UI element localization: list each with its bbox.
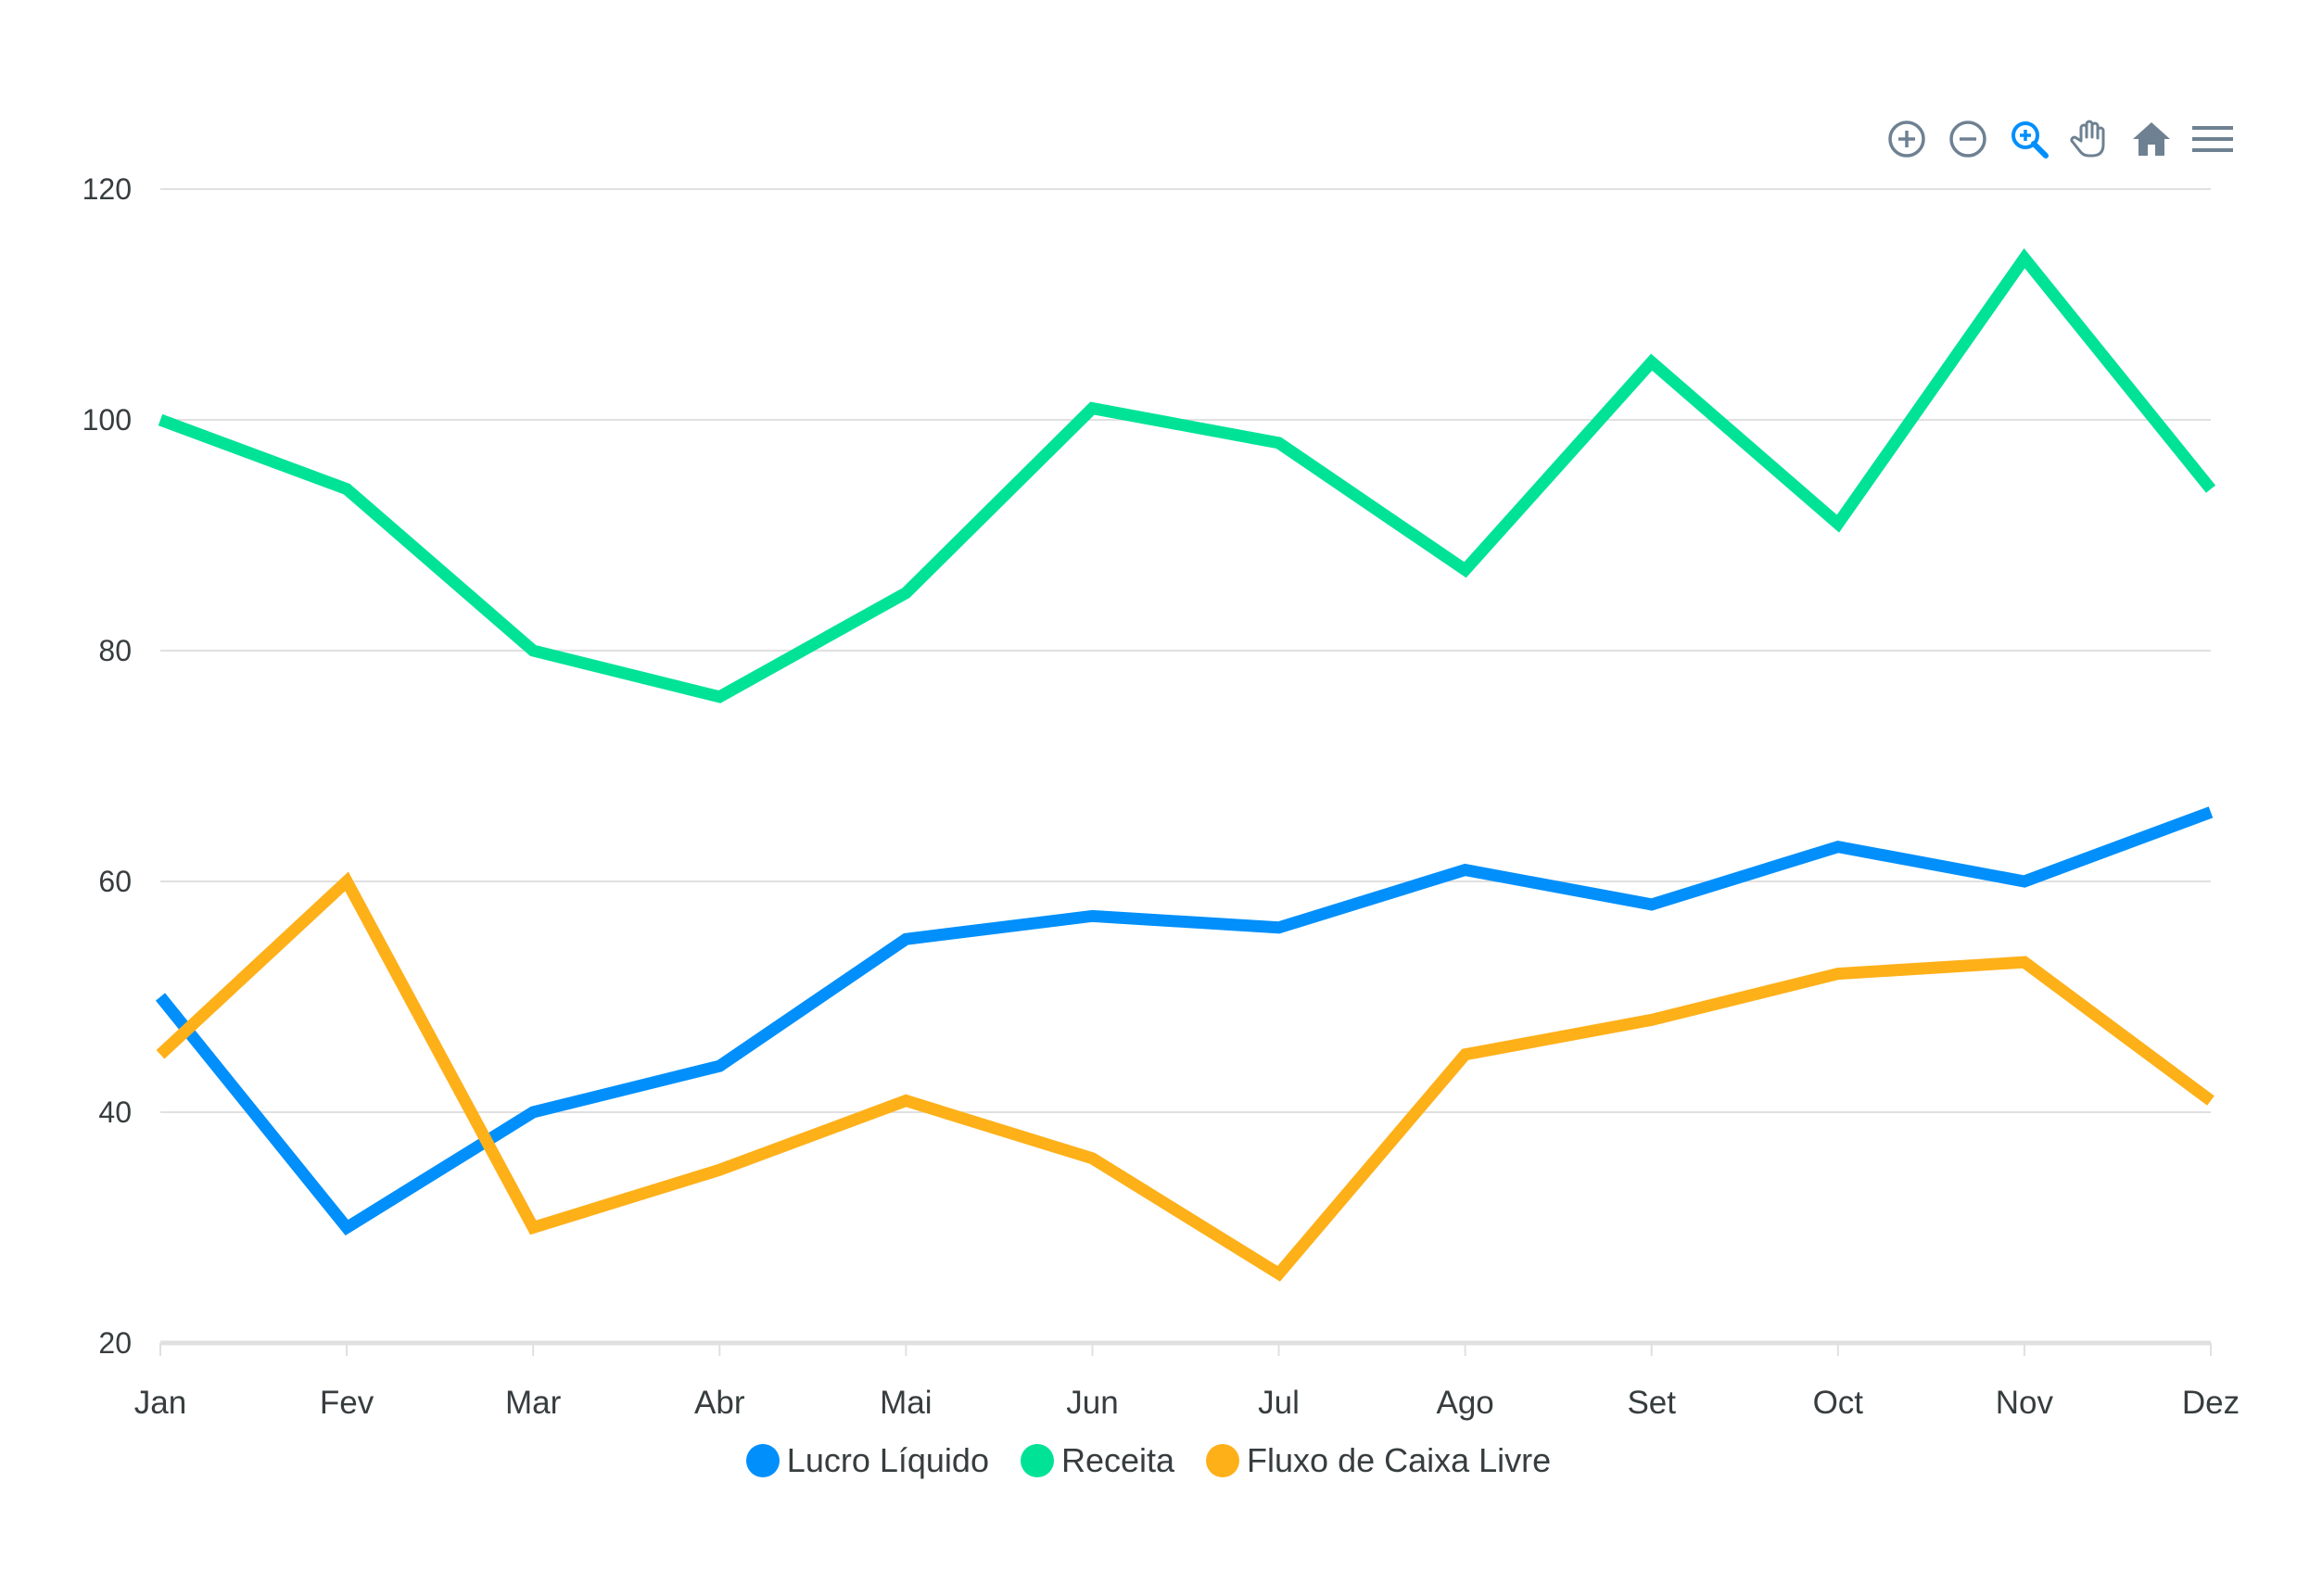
zoom-in-button[interactable] — [1882, 114, 1932, 164]
series-lines — [155, 247, 2216, 1282]
legend-item-fluxo-de-caixa-livre[interactable]: Fluxo de Caixa Livre — [1206, 1441, 1551, 1480]
zoom-out-button[interactable] — [1943, 114, 1993, 164]
x-tick-label: Dez — [2182, 1385, 2240, 1421]
menu-icon — [2192, 126, 2233, 152]
y-tick-label: 40 — [98, 1096, 132, 1129]
legend-item-lucro-liquido[interactable]: Lucro Líquido — [745, 1441, 989, 1480]
x-tick-label: Nov — [1996, 1385, 2054, 1421]
x-tick-label: Mai — [880, 1385, 932, 1421]
chart-menu-button[interactable] — [2188, 114, 2238, 164]
pan-button[interactable] — [2065, 114, 2115, 164]
x-axis: Jan Fev Mar Abr Mai Jun Jul Ago Set Oct Nov Dez — [134, 1340, 2240, 1421]
legend-item-receita[interactable]: Receita — [1020, 1441, 1175, 1480]
selection-zoom-icon — [2011, 121, 2049, 158]
x-tick-label: Mar — [505, 1385, 562, 1421]
reset-home-icon — [2133, 122, 2170, 156]
zoom-out-icon — [1949, 120, 1986, 158]
x-tick-label: Jul — [1258, 1385, 1300, 1421]
pan-hand-icon — [2070, 120, 2105, 158]
x-tick-label: Oct — [1813, 1385, 1864, 1421]
x-tick-label: Fev — [320, 1385, 374, 1421]
chart-toolbar — [1882, 111, 2238, 167]
legend-marker — [1020, 1444, 1054, 1477]
y-tick-label: 120 — [82, 172, 132, 206]
y-tick-label: 100 — [82, 403, 132, 437]
x-tick-label: Jan — [134, 1385, 186, 1421]
legend-marker — [1206, 1444, 1240, 1477]
legend-label: Lucro Líquido — [786, 1441, 989, 1479]
legend-label: Receita — [1060, 1441, 1175, 1479]
x-tick-label: Set — [1627, 1385, 1676, 1421]
series-line-1[interactable] — [158, 247, 2216, 703]
gridlines — [160, 188, 2211, 1113]
selection-zoom-button[interactable] — [2004, 114, 2054, 164]
x-tick-label: Jun — [1066, 1385, 1118, 1421]
zoom-in-icon — [1888, 120, 1925, 158]
x-tick-label: Ago — [1436, 1385, 1493, 1421]
reset-zoom-button[interactable] — [2126, 114, 2176, 164]
y-axis: 20 40 60 80 100 120 — [82, 172, 132, 1360]
series-line-2[interactable] — [156, 871, 2215, 1282]
series-line-0[interactable] — [155, 806, 2214, 1236]
y-tick-label: 60 — [98, 865, 132, 898]
y-tick-label: 20 — [98, 1326, 132, 1360]
legend-label: Fluxo de Caixa Livre — [1247, 1441, 1552, 1479]
chart-legend: Lucro Líquido Receita Fluxo de Caixa Liv… — [0, 1441, 2297, 1480]
y-tick-label: 80 — [98, 634, 132, 667]
legend-marker — [745, 1444, 780, 1477]
x-tick-label: Abr — [694, 1385, 745, 1421]
